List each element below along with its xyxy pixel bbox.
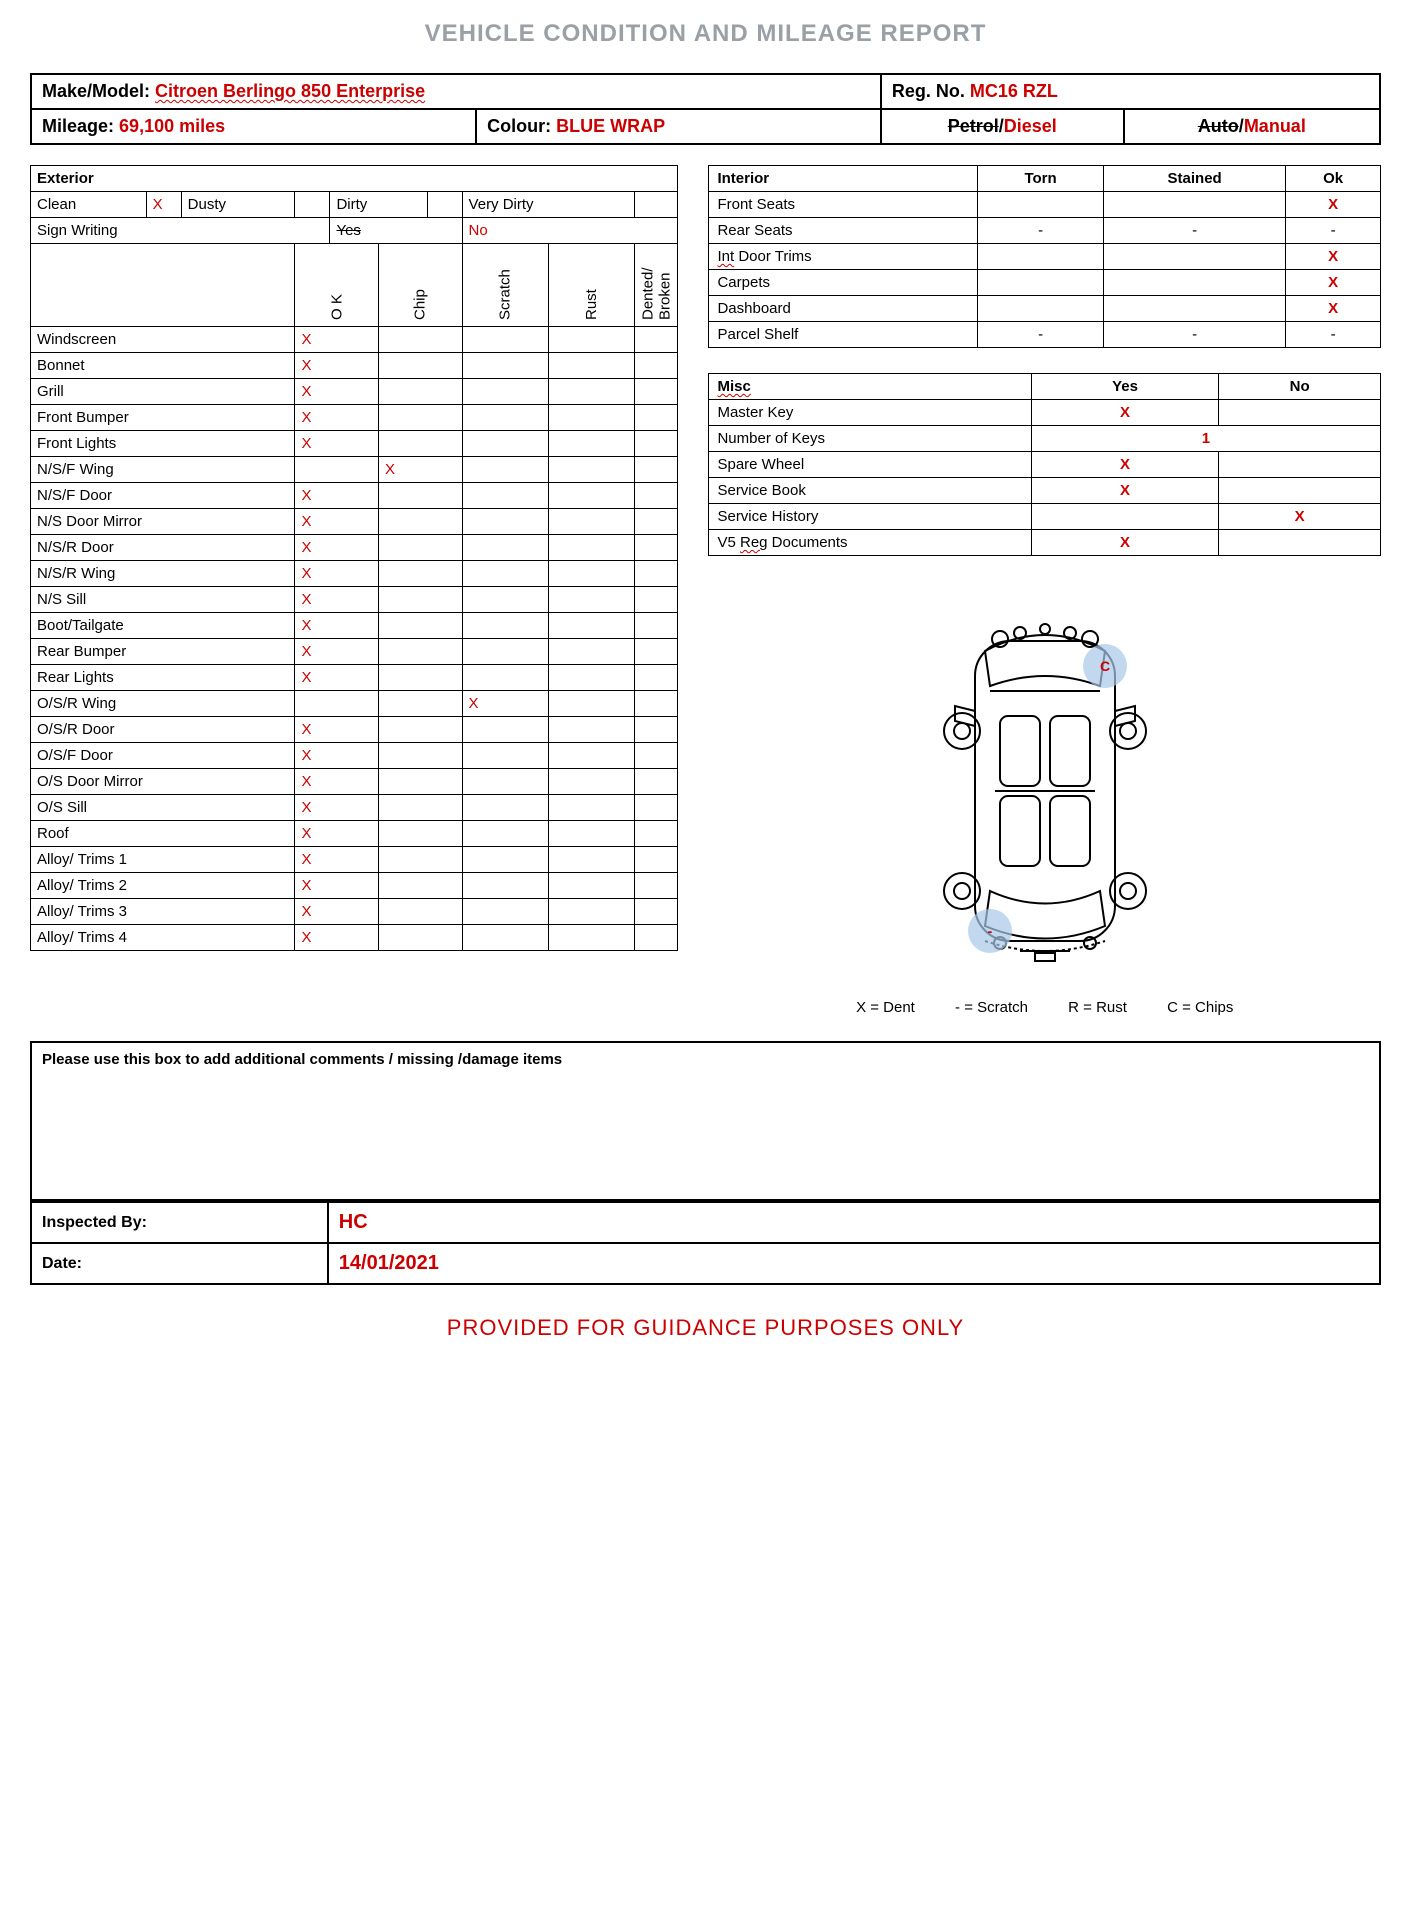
exterior-row: BonnetX — [31, 353, 678, 379]
colhead-dented: Dented/ Broken — [635, 244, 678, 327]
misc-h0: Misc — [717, 378, 750, 395]
legend-1: - = Scratch — [955, 999, 1028, 1016]
report-title: VEHICLE CONDITION AND MILEAGE REPORT — [30, 20, 1381, 48]
interior-row: Parcel Shelf--- — [709, 322, 1381, 348]
colour-label: Colour: — [487, 116, 551, 136]
interior-h1: Torn — [978, 166, 1104, 192]
date-value: 14/01/2021 — [339, 1252, 439, 1274]
interior-row: Int Door TrimsX — [709, 244, 1381, 270]
exterior-row: Rear BumperX — [31, 639, 678, 665]
exterior-row: Boot/TailgateX — [31, 613, 678, 639]
legend-3: C = Chips — [1167, 999, 1233, 1016]
legend: X = Dent - = Scratch R = Rust C = Chips — [708, 999, 1381, 1016]
interior-h2: Stained — [1104, 166, 1286, 192]
clean-mark: X — [146, 192, 181, 218]
exterior-row: Rear LightsX — [31, 665, 678, 691]
exterior-row: N/S Door MirrorX — [31, 509, 678, 535]
mileage-label: Mileage: — [42, 116, 114, 136]
guidance-text: PROVIDED FOR GUIDANCE PURPOSES ONLY — [30, 1315, 1381, 1341]
exterior-heading: Exterior — [31, 166, 678, 192]
misc-row: Service HistoryX — [709, 504, 1381, 530]
comments-label: Please use this box to add additional co… — [42, 1051, 562, 1068]
trans-strike: Auto — [1198, 116, 1239, 136]
exterior-row: Alloy/ Trims 1X — [31, 847, 678, 873]
reg-value: MC16 RZL — [970, 81, 1058, 101]
misc-h1: Yes — [1031, 374, 1218, 400]
fuel-strike: Petrol — [948, 116, 999, 136]
make-label: Make/Model: — [42, 81, 150, 101]
verydirty-label: Very Dirty — [462, 192, 635, 218]
inspected-label: Inspected By: — [31, 1202, 328, 1243]
exterior-table: Exterior Clean X Dusty Dirty Very Dirty … — [30, 165, 678, 951]
misc-row: Number of Keys1 — [709, 426, 1381, 452]
exterior-row: O/S Door MirrorX — [31, 769, 678, 795]
dirty-label: Dirty — [330, 192, 427, 218]
colhead-ok: O K — [295, 244, 379, 327]
exterior-row: O/S/R DoorX — [31, 717, 678, 743]
interior-row: Rear Seats--- — [709, 218, 1381, 244]
header-table: Make/Model: Citroen Berlingo 850 Enterpr… — [30, 73, 1381, 145]
exterior-row: Alloy/ Trims 2X — [31, 873, 678, 899]
interior-h3: Ok — [1286, 166, 1381, 192]
svg-text:-: - — [987, 923, 992, 939]
misc-h2: No — [1219, 374, 1381, 400]
comments-box: Please use this box to add additional co… — [30, 1041, 1381, 1201]
colhead-scratch: Scratch — [462, 244, 548, 327]
exterior-row: WindscreenX — [31, 327, 678, 353]
svg-text:C: C — [1100, 658, 1110, 674]
car-diagram: C- — [708, 581, 1381, 984]
inspected-value: HC — [339, 1211, 368, 1233]
colour-value: BLUE WRAP — [556, 116, 665, 136]
exterior-row: N/S/R WingX — [31, 561, 678, 587]
make-value: Citroen Berlingo 850 Enterprise — [155, 81, 425, 101]
exterior-row: N/S SillX — [31, 587, 678, 613]
sign-yes: Yes — [330, 218, 462, 244]
exterior-row: N/S/F WingX — [31, 457, 678, 483]
misc-row: Service BookX — [709, 478, 1381, 504]
colhead-chip: Chip — [378, 244, 462, 327]
exterior-row: N/S/R DoorX — [31, 535, 678, 561]
misc-row: Spare WheelX — [709, 452, 1381, 478]
footer-table: Inspected By: HC Date: 14/01/2021 — [30, 1201, 1381, 1285]
exterior-row: Alloy/ Trims 3X — [31, 899, 678, 925]
interior-table: Interior Torn Stained Ok Front SeatsXRea… — [708, 165, 1381, 348]
trans-value: Manual — [1244, 116, 1306, 136]
exterior-row: O/S/R WingX — [31, 691, 678, 717]
exterior-row: O/S/F DoorX — [31, 743, 678, 769]
exterior-row: Front BumperX — [31, 405, 678, 431]
interior-row: DashboardX — [709, 296, 1381, 322]
interior-h0: Interior — [709, 166, 978, 192]
exterior-row: N/S/F DoorX — [31, 483, 678, 509]
exterior-row: O/S SillX — [31, 795, 678, 821]
dusty-label: Dusty — [181, 192, 295, 218]
misc-row: Master KeyX — [709, 400, 1381, 426]
misc-row: V5 Reg DocumentsX — [709, 530, 1381, 556]
reg-label: Reg. No. — [892, 81, 965, 101]
exterior-row: Front LightsX — [31, 431, 678, 457]
date-label: Date: — [31, 1243, 328, 1284]
clean-label: Clean — [31, 192, 147, 218]
sign-no: No — [462, 218, 678, 244]
interior-row: Front SeatsX — [709, 192, 1381, 218]
exterior-row: GrillX — [31, 379, 678, 405]
sign-label: Sign Writing — [31, 218, 330, 244]
interior-row: CarpetsX — [709, 270, 1381, 296]
exterior-row: Alloy/ Trims 4X — [31, 925, 678, 951]
legend-0: X = Dent — [856, 999, 915, 1016]
exterior-row: RoofX — [31, 821, 678, 847]
fuel-value: Diesel — [1004, 116, 1057, 136]
colhead-rust: Rust — [548, 244, 635, 327]
mileage-value: 69,100 miles — [119, 116, 225, 136]
legend-2: R = Rust — [1068, 999, 1127, 1016]
misc-table: Misc Yes No Master KeyXNumber of Keys1Sp… — [708, 373, 1381, 556]
